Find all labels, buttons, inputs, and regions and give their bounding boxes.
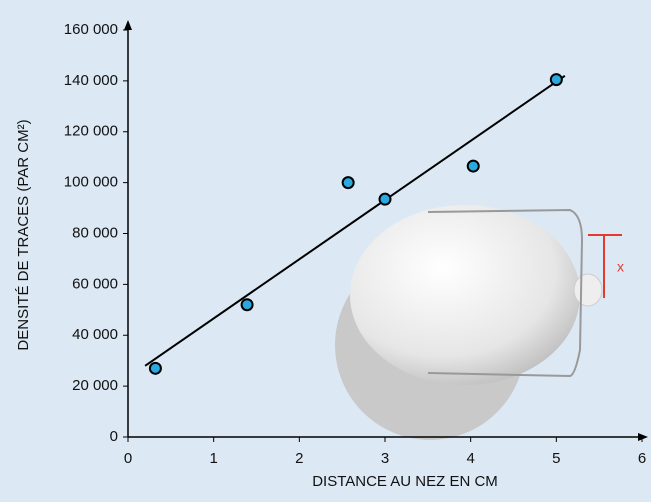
x-tick-label: 1 bbox=[209, 450, 217, 467]
x-tick-label: 6 bbox=[638, 450, 646, 467]
chart: x DISTANCE AU NEZ EN CM DENSITÉ DE TRACE… bbox=[0, 0, 651, 502]
point bbox=[343, 177, 354, 188]
point bbox=[380, 194, 391, 205]
x-tick-label: 3 bbox=[381, 450, 389, 467]
head bbox=[350, 205, 580, 385]
y-tick-label: 120 000 bbox=[64, 123, 118, 140]
point bbox=[551, 74, 562, 85]
y-arrow bbox=[124, 20, 132, 30]
y-tick-label: 0 bbox=[110, 428, 118, 445]
y-tick-label: 140 000 bbox=[64, 72, 118, 89]
x-tick-label: 5 bbox=[552, 450, 560, 467]
x-tick-label: 2 bbox=[295, 450, 303, 467]
y-tick-label: 160 000 bbox=[64, 21, 118, 38]
head-illustration: x bbox=[335, 205, 624, 440]
y-tick-label: 100 000 bbox=[64, 174, 118, 191]
annotation: x bbox=[617, 259, 624, 275]
y-tick-label: 60 000 bbox=[72, 275, 118, 292]
y-tick-label: 80 000 bbox=[72, 224, 118, 241]
y-tick-label: 20 000 bbox=[72, 377, 118, 394]
point bbox=[150, 363, 161, 374]
x-axis-title: DISTANCE AU NEZ EN CM bbox=[312, 473, 498, 490]
x-arrow bbox=[638, 433, 648, 441]
point bbox=[468, 161, 479, 172]
point bbox=[242, 299, 253, 310]
nose bbox=[574, 274, 602, 306]
page: {"chart_data": {"type": "scatter", "x_la… bbox=[0, 0, 651, 502]
x-tick-label: 0 bbox=[124, 450, 132, 467]
x-tick-label: 4 bbox=[466, 450, 474, 467]
y-axis-title: DENSITÉ DE TRACES (PAR CM²) bbox=[15, 119, 32, 350]
y-tick-label: 40 000 bbox=[72, 326, 118, 343]
